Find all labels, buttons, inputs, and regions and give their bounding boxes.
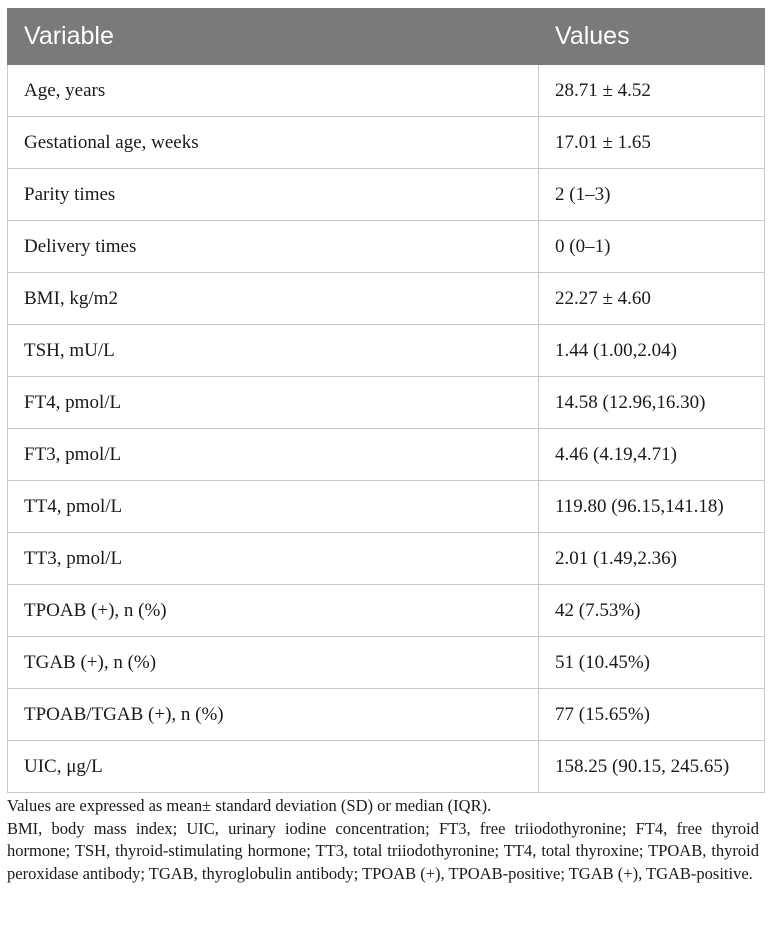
table-row: TSH, mU/L 1.44 (1.00,2.04) [7,324,765,377]
value-cell: 2.01 (1.49,2.36) [538,532,765,585]
variable-cell: TPOAB/TGAB (+), n (%) [7,688,539,741]
column-header-variable: Variable [7,8,539,65]
value-cell: 51 (10.45%) [538,636,765,689]
table-row: TPOAB (+), n (%) 42 (7.53%) [7,584,765,637]
value-cell: 0 (0–1) [538,220,765,273]
value-cell: 119.80 (96.15,141.18) [538,480,765,533]
table-row: UIC, μg/L 158.25 (90.15, 245.65) [7,740,765,793]
value-cell: 22.27 ± 4.60 [538,272,765,325]
data-table: Variable Values Age, years 28.71 ± 4.52 … [7,8,765,793]
value-cell: 14.58 (12.96,16.30) [538,376,765,429]
value-cell: 2 (1–3) [538,168,765,221]
table-row: TT3, pmol/L 2.01 (1.49,2.36) [7,532,765,585]
variable-cell: TT4, pmol/L [7,480,539,533]
variable-cell: FT3, pmol/L [7,428,539,481]
table-row: Age, years 28.71 ± 4.52 [7,64,765,117]
table-row: TPOAB/TGAB (+), n (%) 77 (15.65%) [7,688,765,741]
value-cell: 158.25 (90.15, 245.65) [538,740,765,793]
value-cell: 42 (7.53%) [538,584,765,637]
table-row: Gestational age, weeks 17.01 ± 1.65 [7,116,765,169]
variable-cell: Age, years [7,64,539,117]
table-row: FT3, pmol/L 4.46 (4.19,4.71) [7,428,765,481]
variable-cell: Parity times [7,168,539,221]
table-row: Parity times 2 (1–3) [7,168,765,221]
data-table-container: Variable Values Age, years 28.71 ± 4.52 … [7,8,765,793]
variable-cell: UIC, μg/L [7,740,539,793]
table-row: TT4, pmol/L 119.80 (96.15,141.18) [7,480,765,533]
variable-cell: FT4, pmol/L [7,376,539,429]
variable-cell: Gestational age, weeks [7,116,539,169]
variable-cell: TGAB (+), n (%) [7,636,539,689]
table-row: FT4, pmol/L 14.58 (12.96,16.30) [7,376,765,429]
table-footnotes: Values are expressed as mean± standard d… [7,795,759,885]
value-cell: 4.46 (4.19,4.71) [538,428,765,481]
variable-cell: TPOAB (+), n (%) [7,584,539,637]
value-cell: 28.71 ± 4.52 [538,64,765,117]
value-cell: 77 (15.65%) [538,688,765,741]
variable-cell: TT3, pmol/L [7,532,539,585]
table-header-row: Variable Values [7,8,765,65]
table-row: BMI, kg/m2 22.27 ± 4.60 [7,272,765,325]
column-header-values: Values [538,8,765,65]
table-row: TGAB (+), n (%) 51 (10.45%) [7,636,765,689]
table-row: Delivery times 0 (0–1) [7,220,765,273]
value-cell: 17.01 ± 1.65 [538,116,765,169]
footnote-abbreviations: BMI, body mass index; UIC, urinary iodin… [7,818,759,883]
value-cell: 1.44 (1.00,2.04) [538,324,765,377]
variable-cell: Delivery times [7,220,539,273]
footnote-values-expression: Values are expressed as mean± standard d… [7,796,492,815]
variable-cell: BMI, kg/m2 [7,272,539,325]
variable-cell: TSH, mU/L [7,324,539,377]
